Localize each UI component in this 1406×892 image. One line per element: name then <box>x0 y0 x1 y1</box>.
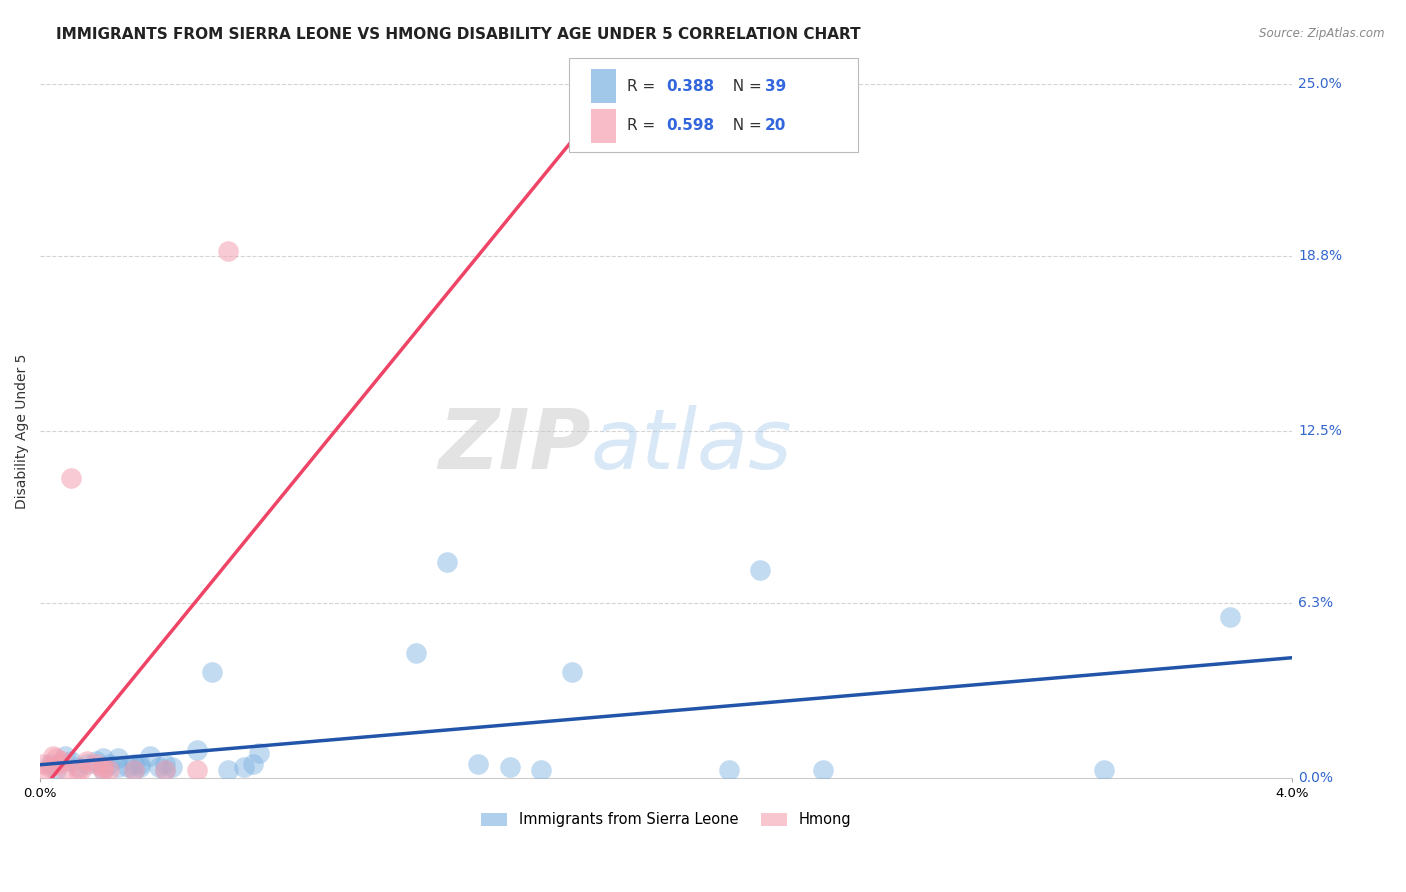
Point <box>217 763 239 777</box>
Point <box>530 763 553 777</box>
Point <box>98 757 121 772</box>
Point <box>498 760 520 774</box>
Point <box>35 763 58 777</box>
Text: Source: ZipAtlas.com: Source: ZipAtlas.com <box>1260 27 1385 40</box>
Point <box>91 760 114 774</box>
Point <box>32 757 55 772</box>
Point <box>117 760 139 774</box>
Point <box>155 763 177 777</box>
Point <box>717 763 740 777</box>
Point <box>66 763 89 777</box>
Legend: Immigrants from Sierra Leone, Hmong: Immigrants from Sierra Leone, Hmong <box>475 806 856 833</box>
Point <box>242 757 264 772</box>
Point <box>76 757 98 772</box>
Point <box>38 760 60 774</box>
Point <box>811 763 834 777</box>
Point <box>148 760 170 774</box>
Point <box>467 757 489 772</box>
Text: 6.3%: 6.3% <box>1299 596 1334 610</box>
Point <box>48 757 70 772</box>
Point <box>122 763 145 777</box>
Text: N =: N = <box>723 119 766 134</box>
Text: R =: R = <box>627 78 661 94</box>
Point <box>91 763 114 777</box>
Point <box>217 244 239 258</box>
Point <box>45 751 67 765</box>
Text: 0.388: 0.388 <box>666 78 714 94</box>
Point <box>122 757 145 772</box>
Point <box>41 748 63 763</box>
Point <box>247 746 270 760</box>
Text: IMMIGRANTS FROM SIERRA LEONE VS HMONG DISABILITY AGE UNDER 5 CORRELATION CHART: IMMIGRANTS FROM SIERRA LEONE VS HMONG DI… <box>56 27 860 42</box>
Point <box>38 757 60 772</box>
Point <box>155 757 177 772</box>
Point <box>53 763 76 777</box>
Y-axis label: Disability Age Under 5: Disability Age Under 5 <box>15 353 30 508</box>
Point <box>1092 763 1115 777</box>
Point <box>60 471 83 485</box>
Point <box>45 763 67 777</box>
Text: 18.8%: 18.8% <box>1299 250 1343 263</box>
Point <box>436 555 458 569</box>
Point <box>186 743 208 757</box>
Text: 0.0%: 0.0% <box>1299 771 1333 785</box>
Point <box>749 563 772 577</box>
Point <box>76 754 98 768</box>
Point <box>86 757 108 772</box>
Text: 0.598: 0.598 <box>666 119 714 134</box>
Point <box>51 754 73 768</box>
Point <box>160 760 183 774</box>
Text: atlas: atlas <box>591 405 793 485</box>
Point <box>1219 610 1241 624</box>
Text: N =: N = <box>723 78 766 94</box>
Text: 12.5%: 12.5% <box>1299 425 1343 438</box>
Point <box>98 763 121 777</box>
Text: 39: 39 <box>765 78 786 94</box>
Point <box>66 760 89 774</box>
Point <box>405 646 427 660</box>
Point <box>107 760 129 774</box>
Point <box>129 760 152 774</box>
Text: ZIP: ZIP <box>439 405 591 485</box>
Point <box>107 751 129 765</box>
Point <box>60 754 83 768</box>
Point <box>129 757 152 772</box>
Text: 25.0%: 25.0% <box>1299 78 1343 92</box>
Point <box>91 763 114 777</box>
Point <box>91 751 114 765</box>
Point <box>69 763 91 777</box>
Point <box>53 748 76 763</box>
Point <box>232 760 254 774</box>
Point <box>122 763 145 777</box>
Point <box>201 665 224 680</box>
Point <box>155 763 177 777</box>
Point <box>138 748 160 763</box>
Point <box>86 754 108 768</box>
Text: R =: R = <box>627 119 661 134</box>
Point <box>561 665 583 680</box>
Point <box>186 763 208 777</box>
Text: 20: 20 <box>765 119 786 134</box>
